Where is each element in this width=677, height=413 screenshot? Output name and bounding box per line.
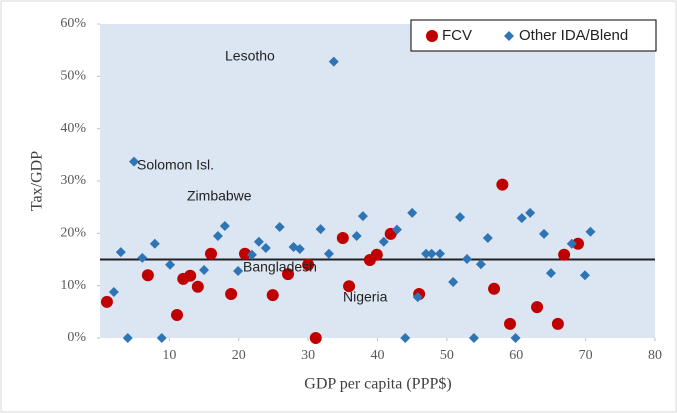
point [165, 259, 176, 270]
legend-marker [504, 31, 514, 41]
annotation: Nigeria [343, 289, 388, 305]
x-tick-label: 30 [301, 348, 315, 363]
point [137, 252, 148, 263]
y-tick-label: 60% [60, 16, 86, 31]
point [351, 230, 362, 241]
point [108, 286, 119, 297]
annotation: Bangladesh [243, 259, 317, 275]
point [566, 238, 577, 249]
point [585, 226, 596, 237]
point [539, 228, 549, 239]
point [461, 253, 472, 264]
point [260, 242, 271, 253]
point [391, 224, 402, 235]
point [238, 247, 251, 260]
legend: FCV Other IDA/Blend [410, 19, 657, 52]
point [531, 301, 544, 314]
y-tick-label: 20% [60, 226, 86, 241]
point [448, 277, 459, 288]
point [434, 248, 445, 259]
point [294, 244, 305, 255]
x-tick-label: 10 [162, 348, 176, 363]
point [412, 292, 423, 303]
point [323, 248, 334, 259]
point [468, 333, 479, 343]
point [274, 222, 285, 233]
point [378, 236, 389, 247]
x-tick-label: 80 [648, 348, 662, 363]
point [156, 333, 167, 343]
point [225, 288, 238, 301]
y-tick-label: 50% [60, 69, 86, 84]
point [579, 270, 590, 281]
point [149, 238, 160, 249]
point [504, 317, 517, 330]
point [141, 269, 154, 282]
point [253, 236, 264, 247]
point [205, 247, 217, 260]
point [482, 233, 493, 244]
point [421, 248, 432, 259]
y-tick-label: 10% [60, 278, 86, 293]
point [516, 213, 527, 224]
point [571, 237, 584, 250]
x-axis-label: GDP per capita (PPP$) [304, 376, 451, 393]
point [343, 280, 356, 293]
point [266, 289, 279, 302]
annotation: Solomon Isl. [137, 157, 214, 173]
y-tick-label: 0% [67, 330, 86, 345]
point [488, 282, 501, 295]
point [426, 248, 437, 259]
point [233, 266, 244, 277]
point [357, 211, 368, 222]
point [184, 269, 197, 282]
x-tick-label: 60 [509, 348, 523, 363]
annotation: Lesotho [225, 48, 275, 64]
y-axis-label: Tax/GDP [29, 151, 46, 211]
point [199, 264, 210, 275]
legend-label: FCV [442, 27, 472, 44]
x-tick-label: 40 [371, 348, 385, 363]
legend-label: Other IDA/Blend [519, 27, 628, 44]
point [328, 56, 339, 67]
point [455, 212, 466, 223]
point [171, 308, 184, 321]
point [309, 332, 322, 344]
point [191, 280, 204, 293]
x-tick-label: 70 [579, 348, 593, 363]
y-tick-label: 40% [60, 121, 86, 136]
y-tick-label: 30% [60, 173, 86, 188]
point [545, 268, 556, 279]
point [400, 333, 411, 343]
point [551, 317, 564, 330]
point [558, 248, 571, 261]
point [475, 259, 486, 270]
point [302, 258, 315, 271]
point [128, 156, 139, 167]
annotation: Zimbabwe [187, 188, 252, 204]
point [282, 268, 295, 281]
point [510, 333, 521, 343]
point [370, 248, 383, 261]
point [336, 232, 349, 245]
point [246, 249, 257, 260]
point [496, 178, 509, 191]
point [100, 295, 113, 308]
point [212, 230, 223, 241]
x-tick-label: 20 [232, 348, 246, 363]
point [115, 247, 126, 258]
legend-marker [426, 30, 438, 42]
legend-box [410, 19, 657, 52]
point [315, 224, 326, 235]
point [407, 207, 418, 218]
point [122, 333, 133, 343]
x-tick-label: 50 [440, 348, 454, 363]
point [525, 207, 536, 218]
point [219, 221, 230, 232]
